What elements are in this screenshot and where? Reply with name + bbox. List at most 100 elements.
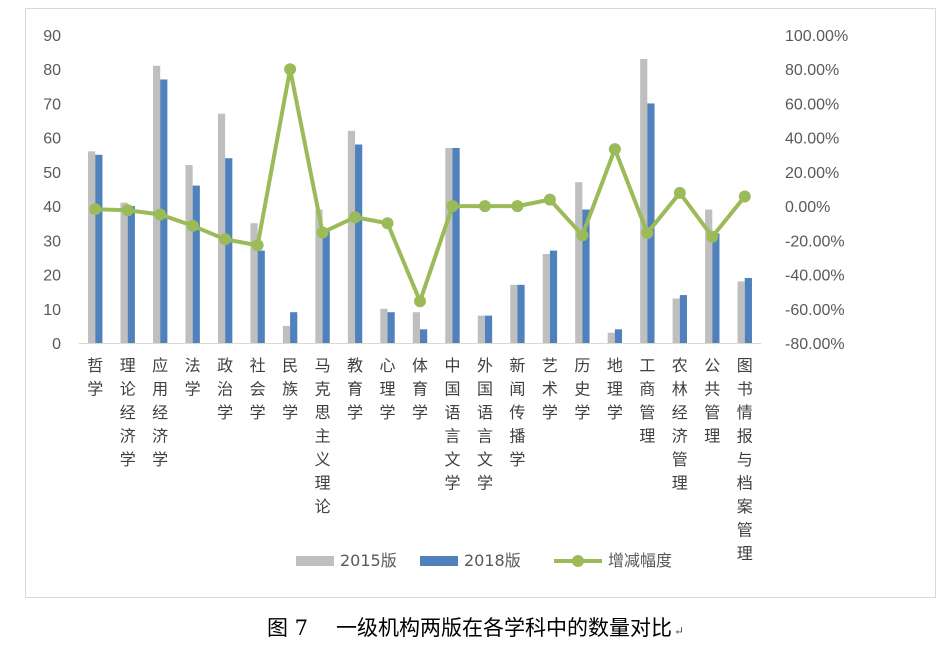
line-point xyxy=(89,203,102,216)
y-right-tick-label: -80.00% xyxy=(785,336,845,353)
line-point xyxy=(414,295,426,308)
line-point xyxy=(154,208,167,221)
legend-swatch xyxy=(296,556,334,566)
bar-series-2 xyxy=(387,312,395,343)
y-right-tick-label: 40.00% xyxy=(785,131,839,148)
line-point xyxy=(608,143,621,156)
line-point xyxy=(349,211,362,224)
figure-caption: 图 7 一级机构两版在各学科中的数量对比 ↵ xyxy=(0,612,951,642)
bar-series-2 xyxy=(290,312,298,343)
bar-series-1 xyxy=(705,209,713,343)
x-category-label: 政治学 xyxy=(217,356,233,422)
bar-series-1 xyxy=(347,130,356,343)
bar-series-2 xyxy=(744,277,752,343)
bar-series-2 xyxy=(225,158,233,343)
line-point xyxy=(381,217,394,230)
x-category-label: 图书情报与档案管理 xyxy=(737,356,753,563)
bar-series-2 xyxy=(712,233,720,343)
legend-swatch xyxy=(420,556,458,566)
bar-series-1 xyxy=(412,312,420,343)
bar-series-1 xyxy=(542,254,550,343)
legend-marker xyxy=(572,555,584,567)
bar-series-1 xyxy=(510,284,518,343)
line-point xyxy=(219,233,232,246)
y-left-tick-label: 50 xyxy=(43,165,61,182)
y-left-tick-label: 10 xyxy=(43,302,61,319)
x-category-label: 社会学 xyxy=(250,356,266,422)
line-point xyxy=(673,186,686,199)
bar-series-2 xyxy=(517,284,525,343)
y-right-tick-label: 60.00% xyxy=(785,96,839,113)
bar-series-1 xyxy=(575,182,583,343)
y-right-tick-label: 80.00% xyxy=(785,62,839,79)
line-point xyxy=(446,200,459,213)
y-right-tick-label: -60.00% xyxy=(785,302,845,319)
x-category-label: 中国语言文学 xyxy=(444,356,460,493)
x-category-label: 马克思主义理论 xyxy=(315,356,331,516)
line-point xyxy=(511,200,524,213)
y-right-tick-label: 20.00% xyxy=(785,165,839,182)
bar-series-2 xyxy=(582,209,590,343)
caption-title: 一级机构两版在各学科中的数量对比 xyxy=(335,616,672,640)
bar-series-1 xyxy=(88,151,96,343)
x-category-label: 教育学 xyxy=(347,356,363,422)
caption-figure-number: 图 7 xyxy=(266,616,308,640)
y-left-tick-label: 80 xyxy=(43,62,61,79)
line-point xyxy=(478,200,491,213)
line-point xyxy=(316,226,329,239)
y-left-tick-label: 0 xyxy=(52,336,61,353)
y-right-tick-label: -40.00% xyxy=(785,268,845,285)
chart-frame: 0 10 20 30 40 50 60 70 80 90 -80.00% -60.00% -40.00%… xyxy=(25,8,936,598)
bar-series-1 xyxy=(445,147,453,343)
y-left-tick-label: 90 xyxy=(43,28,61,45)
x-category-label: 工商管理 xyxy=(639,356,655,446)
bar-series-1 xyxy=(250,223,258,343)
caption-paragraph-mark: ↵ xyxy=(673,624,685,638)
bar-series-1 xyxy=(672,298,680,343)
line-point xyxy=(738,190,751,203)
x-category-label: 哲学 xyxy=(87,356,103,399)
y-left-tick-label: 40 xyxy=(43,199,61,216)
x-category-label: 农林经济管理 xyxy=(672,356,688,493)
y-left-tick-label: 20 xyxy=(43,268,61,285)
bar-series-1 xyxy=(477,315,485,343)
bar-series-1 xyxy=(217,113,226,343)
x-category-label: 公共管理 xyxy=(704,356,720,446)
line-point xyxy=(543,193,556,206)
bar-series-2 xyxy=(647,103,655,343)
line-point xyxy=(186,219,199,232)
x-category-label: 应用经济学 xyxy=(152,356,168,469)
line-point xyxy=(641,226,654,239)
bar-series-2 xyxy=(95,154,103,343)
bar-series-1 xyxy=(282,325,291,343)
x-category-label: 理论经济学 xyxy=(120,356,136,469)
bar-series-1 xyxy=(607,332,615,343)
line-point xyxy=(121,204,134,217)
legend-label: 增减幅度 xyxy=(608,551,672,570)
x-category-label: 心理学 xyxy=(380,356,396,422)
bar-series-2 xyxy=(484,315,493,343)
bar-series-2 xyxy=(257,250,265,343)
y-left-tick-label: 70 xyxy=(43,96,61,113)
bar-series-1 xyxy=(640,58,648,343)
bar-series-2 xyxy=(355,144,363,343)
x-category-label: 体育学 xyxy=(412,356,428,422)
legend-label: 2015版 xyxy=(340,551,397,570)
line-point xyxy=(706,230,719,243)
bar-series-1 xyxy=(315,209,323,343)
x-category-label: 新闻传播学 xyxy=(509,356,525,469)
bar-series-1 xyxy=(152,65,161,344)
line-point xyxy=(251,239,264,252)
x-category-label: 历史学 xyxy=(574,356,590,422)
bar-series-1 xyxy=(380,308,388,343)
legend-label: 2018版 xyxy=(464,551,521,570)
bar-series-2 xyxy=(614,329,623,343)
bar-series-2 xyxy=(192,185,200,343)
bar-series-1 xyxy=(185,165,193,343)
line-point xyxy=(576,229,589,242)
bar-series-2 xyxy=(452,147,460,343)
x-category-label: 法学 xyxy=(185,356,201,399)
bar-series-2 xyxy=(679,295,688,343)
x-category-label: 艺术学 xyxy=(542,356,558,422)
y-left-tick-label: 60 xyxy=(43,131,61,148)
